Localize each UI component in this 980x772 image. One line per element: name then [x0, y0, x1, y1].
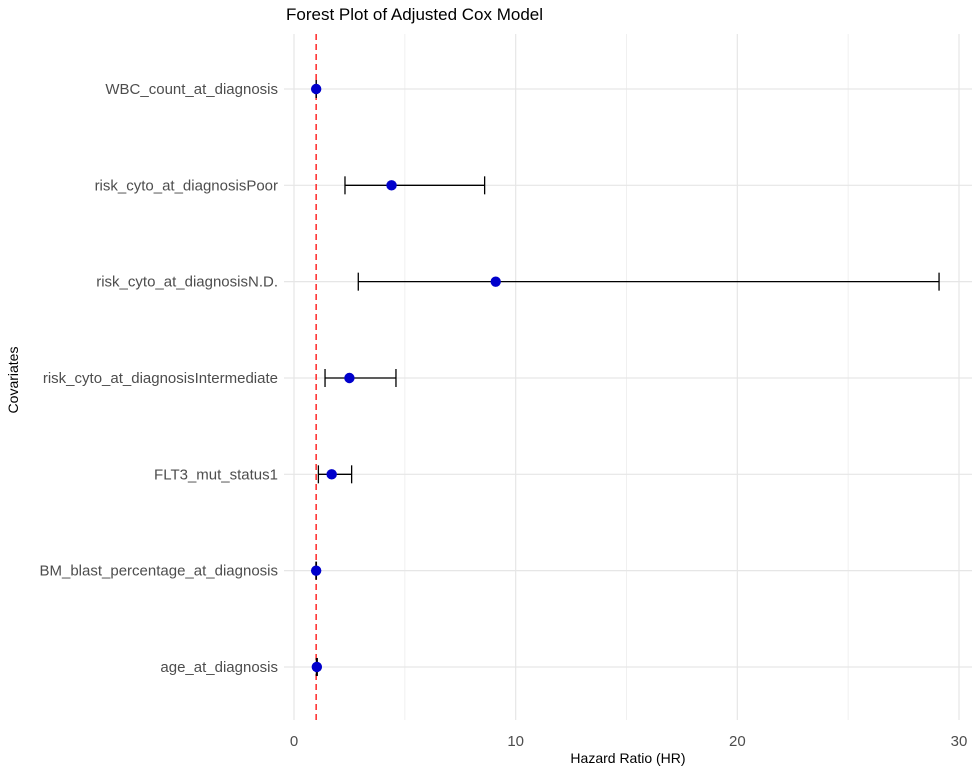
x-tick-label: 0 [290, 733, 298, 750]
x-tick-labels: 0 10 20 30 [290, 733, 968, 750]
covariate-label: risk_cyto_at_diagnosisIntermediate [43, 370, 278, 387]
covariate-label: WBC_count_at_diagnosis [105, 81, 278, 98]
hazard-ratio-point [490, 276, 501, 287]
hazard-ratio-point [310, 565, 322, 576]
hazard-ratio-point [311, 661, 323, 673]
covariate-label: age_at_diagnosis [160, 659, 278, 676]
hazard-ratio-point [310, 83, 322, 95]
major-gridlines [284, 34, 972, 720]
hazard-ratio-point [386, 180, 397, 191]
covariate-label: BM_blast_percentage_at_diagnosis [40, 563, 279, 580]
x-axis-title: Hazard Ratio (HR) [570, 750, 685, 766]
covariate-label: risk_cyto_at_diagnosisN.D. [96, 274, 278, 291]
y-axis-title: Covariates [5, 347, 21, 414]
hazard-ratio-points [310, 83, 501, 673]
covariate-label: FLT3_mut_status1 [154, 466, 278, 483]
chart-title: Forest Plot of Adjusted Cox Model [286, 5, 543, 24]
x-tick-label: 20 [729, 733, 746, 750]
minor-gridlines [404, 34, 849, 720]
hazard-ratio-point [326, 469, 337, 480]
x-tick-label: 10 [507, 733, 524, 750]
x-tick-label: 30 [951, 733, 968, 750]
hazard-ratio-point [344, 372, 355, 384]
covariate-labels: WBC_count_at_diagnosis risk_cyto_at_diagn… [40, 81, 279, 676]
covariate-label: risk_cyto_at_diagnosisPoor [95, 177, 278, 194]
